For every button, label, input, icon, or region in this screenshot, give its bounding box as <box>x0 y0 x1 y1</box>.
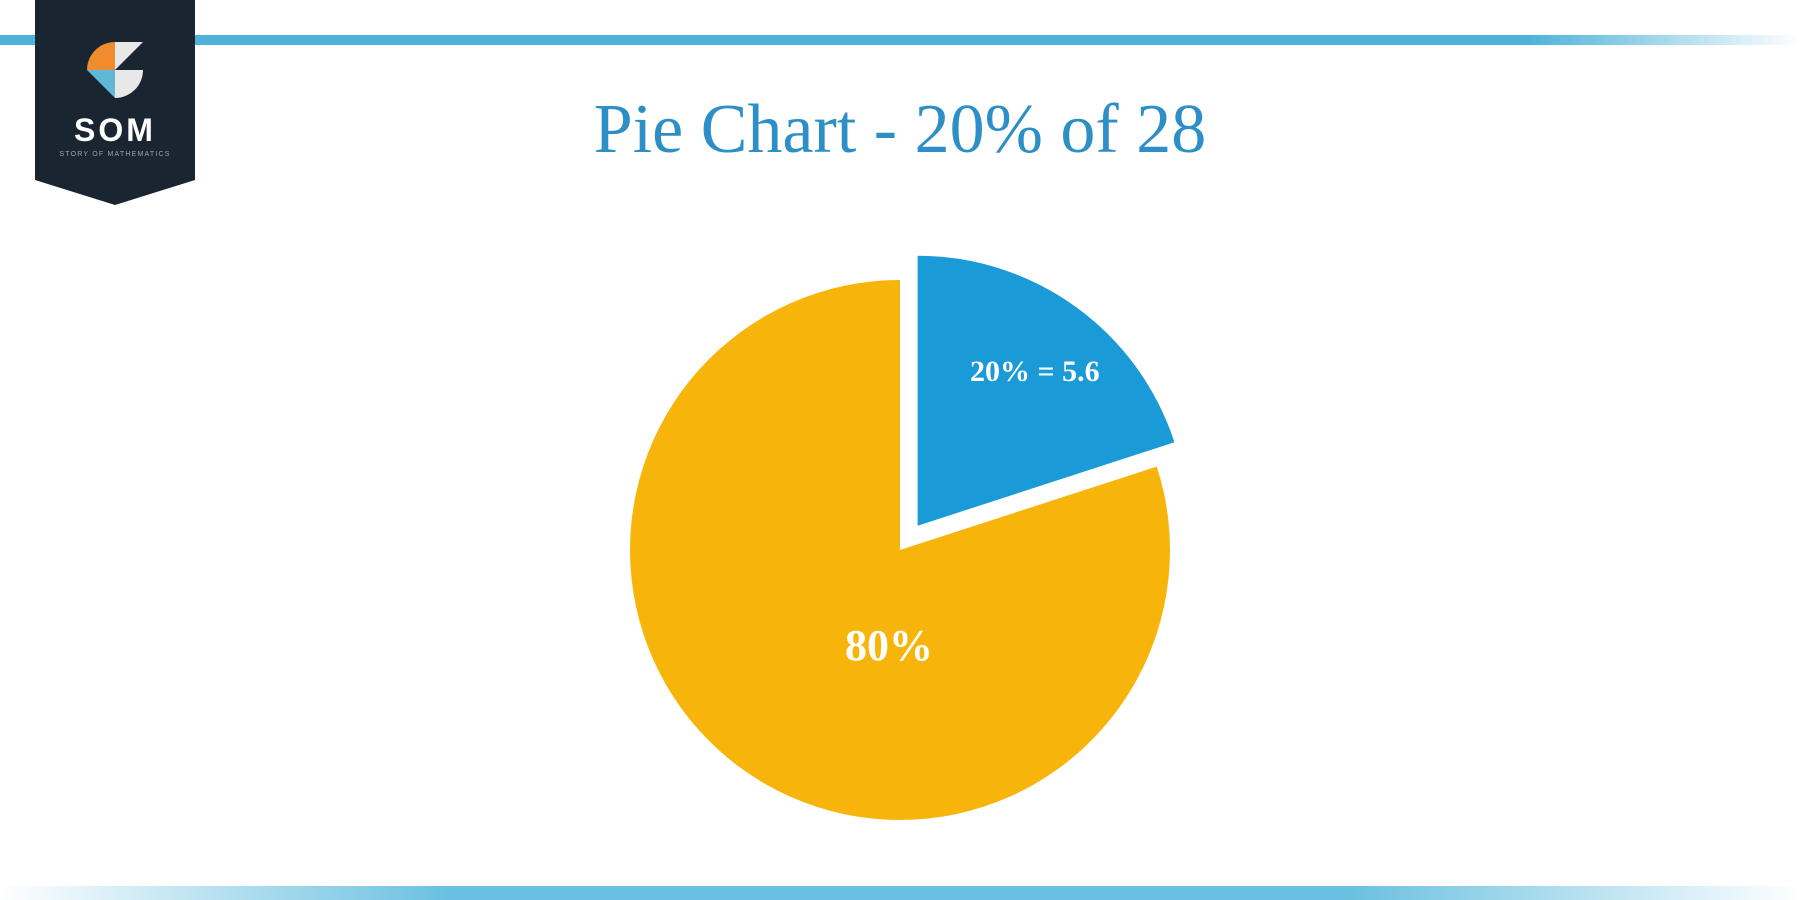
slice-label-80: 80% <box>845 620 933 671</box>
slice-label-20: 20% = 5.6 <box>970 355 1100 389</box>
bottom-accent-bar <box>0 886 1800 900</box>
top-accent-bar <box>0 35 1800 45</box>
pie-chart: 20% = 5.6 80% <box>600 220 1200 820</box>
chart-title: Pie Chart - 20% of 28 <box>0 90 1800 170</box>
